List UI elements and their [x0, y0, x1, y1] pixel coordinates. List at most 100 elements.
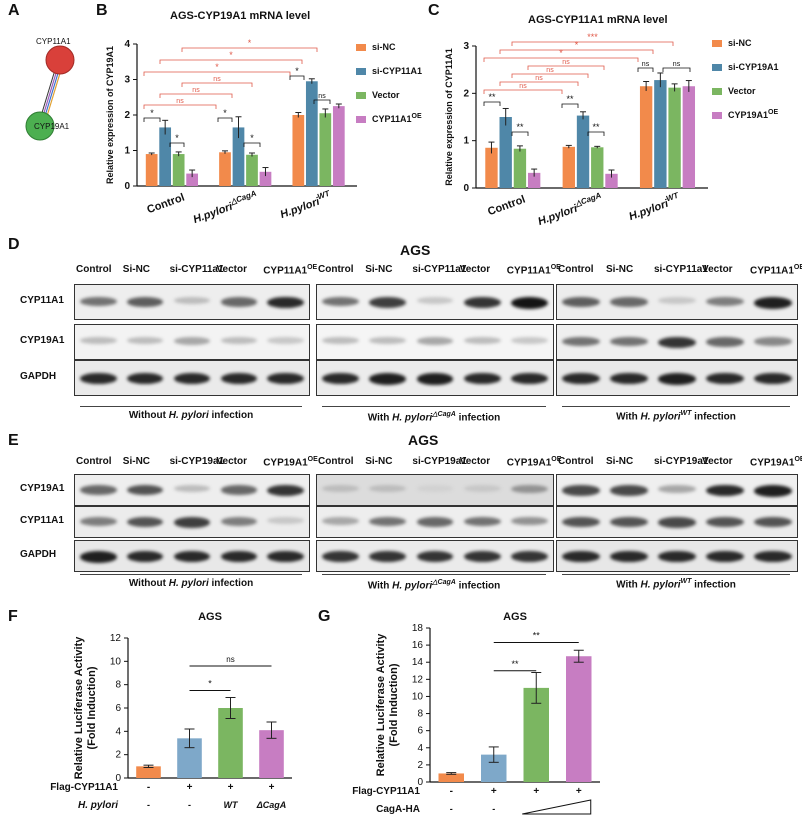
band [416, 551, 454, 563]
band [754, 485, 792, 497]
band [562, 551, 600, 563]
band [267, 551, 304, 563]
row2-label: CagA-HA [376, 804, 420, 815]
y-tick-label: 4 [124, 39, 130, 50]
node-label-cyp11a1: CYP11A1 [36, 37, 71, 46]
significance-label: ns [562, 59, 570, 66]
band [173, 337, 211, 345]
band [173, 297, 211, 305]
blot-e-title: AGS [408, 432, 439, 448]
footer-rule [562, 406, 790, 407]
legend-swatch [356, 68, 366, 75]
row2-value: WT [224, 800, 239, 810]
band [369, 485, 407, 493]
panel-label-g: G [318, 608, 331, 625]
y-tick-label: 3 [124, 75, 130, 86]
lane-label: si-CYP11a1 [412, 264, 467, 275]
bar [513, 148, 527, 188]
chart-c: 0 1 2 3 Relative expression of CYP11A1 Contro… [444, 32, 779, 228]
band [562, 337, 600, 347]
y-tick-label: 1 [124, 146, 130, 157]
lane-label: Control [76, 456, 112, 467]
blot-strip [316, 540, 554, 572]
lane-label: Control [558, 264, 594, 275]
y-tick-label: 10 [110, 656, 122, 667]
band [80, 517, 117, 526]
band [322, 297, 359, 307]
legend-label: si-CYP11A1 [372, 66, 422, 76]
significance-bracket [483, 89, 563, 94]
legend-label: CYP11A1OE [372, 113, 422, 124]
significance-bracket [143, 71, 291, 76]
band [463, 337, 501, 345]
band [610, 517, 648, 528]
y-tick-label: 12 [412, 674, 424, 685]
row-label: GAPDH [20, 549, 57, 560]
y-tick-label: 3 [463, 41, 469, 52]
band [463, 373, 501, 385]
band [463, 551, 501, 563]
legend-swatch [712, 112, 722, 119]
band [610, 337, 648, 347]
row1-label: Flag-CYP11A1 [50, 782, 118, 793]
footer-rule [562, 574, 790, 575]
lane-label: Si-NC [365, 456, 393, 467]
significance-label: ns [213, 76, 221, 83]
band [463, 297, 501, 309]
band [126, 551, 164, 563]
row2-value: - [188, 800, 191, 810]
significance-label: ns [192, 87, 200, 94]
lane-label: Control [76, 264, 112, 275]
lane-label: Si-NC [122, 264, 151, 275]
bar [292, 115, 305, 186]
band [369, 373, 407, 385]
band [562, 485, 600, 496]
category-label: Control [486, 194, 527, 219]
node-cyp19a1 [25, 111, 55, 141]
footer-rule [80, 406, 302, 407]
row2-value: - [492, 804, 495, 814]
band [126, 297, 164, 307]
significance-bracket [511, 41, 674, 46]
node-cyp11a1 [45, 45, 75, 75]
band [754, 373, 792, 385]
significance-bracket [289, 75, 305, 80]
significance-label: ns [519, 83, 527, 90]
band [610, 551, 648, 563]
band [706, 337, 744, 347]
category-label: H.pylori△CagA [191, 189, 260, 226]
blot-strip [316, 474, 554, 506]
significance-bracket [527, 65, 605, 70]
lane-label: Control [318, 264, 354, 275]
blot-strip [74, 284, 310, 320]
y-axis-label: Relative expression of CYP19A1 [105, 46, 115, 184]
lane-label: si-CYP11a1 [169, 264, 224, 275]
significance-label: ns [546, 67, 554, 74]
y-tick-label: 1 [463, 136, 469, 147]
y-tick-label: 4 [417, 743, 423, 754]
band [562, 373, 600, 385]
legend-swatch [712, 88, 722, 95]
band [220, 551, 258, 563]
panel-label-d: D [8, 236, 20, 253]
bar [159, 127, 172, 186]
lane-label: Vector [459, 456, 491, 467]
y-tick-label: 14 [412, 657, 424, 668]
y-tick-label: 0 [115, 773, 121, 784]
significance-bracket [561, 103, 579, 108]
significance-label: *** [587, 32, 598, 42]
panel-label-c: C [428, 2, 440, 19]
legend-label: si-CYP19A1 [728, 62, 779, 72]
significance-bracket [181, 82, 253, 87]
significance-bracket [511, 73, 589, 78]
lane-label: Si-NC [606, 264, 634, 275]
y-tick-label: 0 [417, 777, 423, 788]
row2-value: - [147, 800, 150, 810]
bar [145, 154, 158, 186]
dose-wedge [522, 799, 592, 815]
lane-label: Control [558, 456, 594, 467]
bar [305, 81, 318, 186]
y-axis-label: Relative Luciferase Activity [375, 633, 387, 777]
row-label: CYP11A1 [20, 515, 64, 526]
row-label: GAPDH [20, 371, 57, 382]
